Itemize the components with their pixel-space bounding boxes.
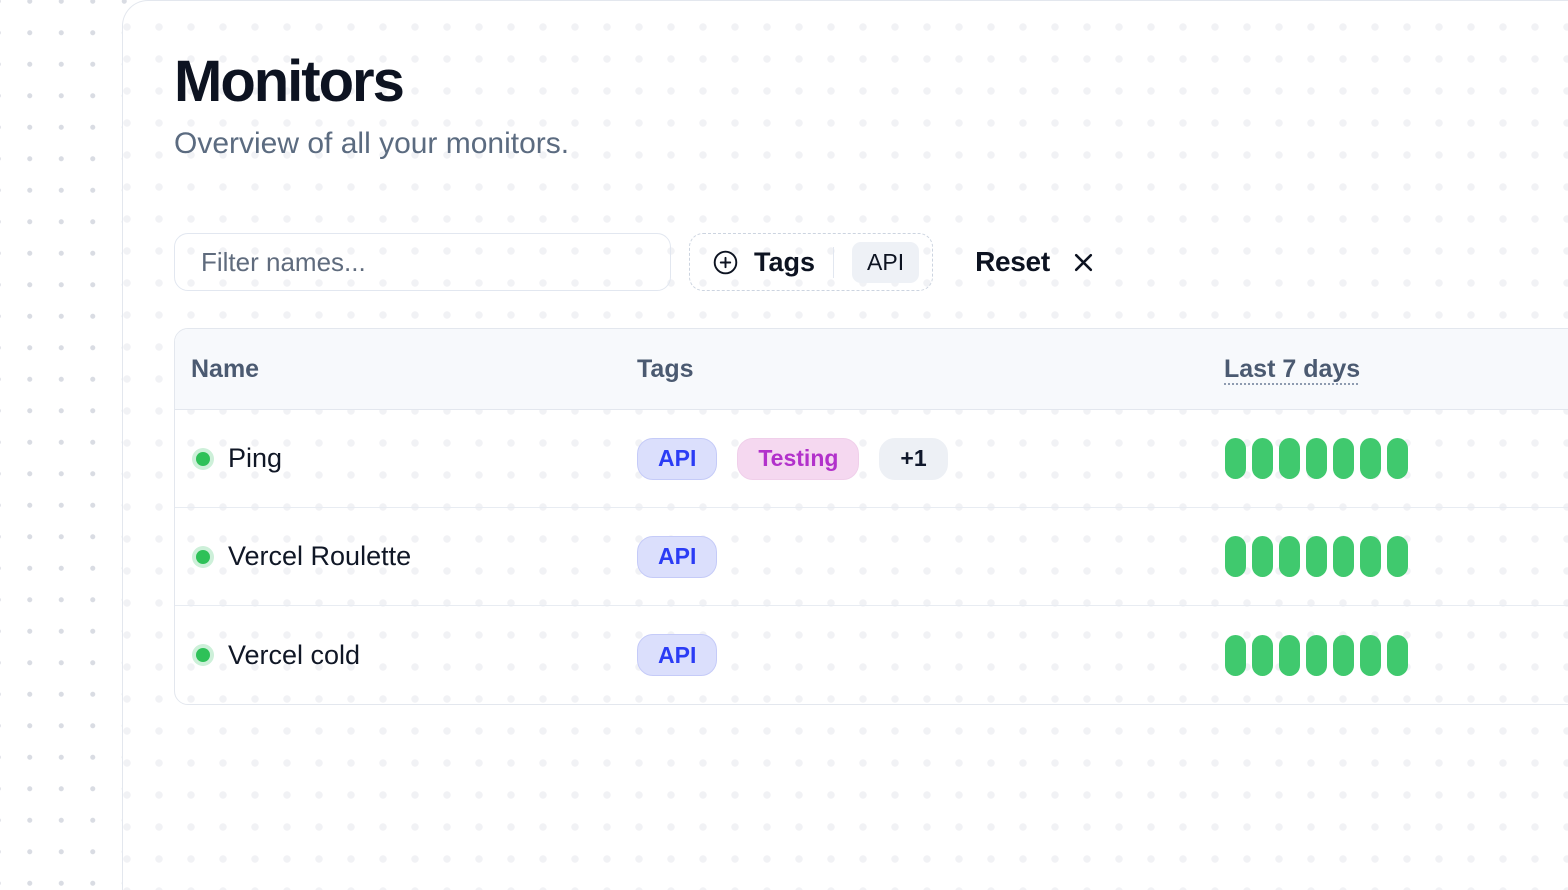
circle-plus-icon [712,249,739,276]
status-up-dot [196,648,210,662]
uptime-day-bar [1333,536,1354,577]
page-title: Monitors [174,49,405,114]
uptime-day-bar [1252,634,1273,676]
uptime-day-bar [1279,438,1300,479]
uptime-day-bar [1252,536,1273,577]
uptime-day-bar [1387,536,1408,577]
monitor-name: Vercel cold [228,639,361,670]
tags-button-divider [833,246,835,278]
monitors-table: Name Tags Last 7 days Ping API Testing +1 … [174,328,1568,705]
uptime-day-bar [1252,438,1273,479]
uptime-day-bar [1306,438,1327,479]
uptime-day-bar [1387,438,1408,479]
tag-chip-api: API [637,634,718,676]
filter-toolbar: Tags API Reset [174,233,1568,291]
uptime-day-bar [1225,438,1246,479]
monitor-tags-cell: API [621,634,1208,676]
monitor-name-cell: Ping [175,443,621,474]
tag-chip-api: API [637,535,718,578]
uptime-day-bar [1306,536,1327,577]
table-header-row: Name Tags Last 7 days [175,329,1568,410]
table-row-vercel-cold[interactable]: Vercel cold API [175,606,1568,704]
uptime-bars-cell [1208,438,1568,479]
tag-chip-api: API [637,437,718,480]
monitor-name-cell: Vercel Roulette [175,541,621,572]
status-up-dot [196,549,210,564]
monitor-tags-cell: API Testing +1 [621,437,1208,480]
uptime-day-bar [1333,438,1354,479]
column-header-name: Name [191,354,260,383]
tags-filter-button[interactable]: Tags API [689,233,934,291]
tag-chip-1: +1 [879,437,948,480]
reset-filters-button[interactable]: Reset [975,246,1097,278]
uptime-day-bar [1279,634,1300,676]
reset-label: Reset [975,246,1050,277]
uptime-day-bar [1360,634,1381,676]
column-header-last-7-days[interactable]: Last 7 days [1224,354,1361,383]
table-row-ping[interactable]: Ping API Testing +1 [175,410,1568,508]
uptime-day-bar [1225,536,1246,577]
tags-button-label: Tags [754,246,816,277]
monitor-tags-cell: API [621,535,1208,578]
uptime-day-bar [1360,536,1381,577]
uptime-day-bar [1306,634,1327,676]
main-panel: Monitors Overview of all your monitors. … [122,0,1568,890]
monitor-name: Ping [228,443,283,473]
uptime-day-bar [1360,438,1381,479]
selected-tag-chip: API [852,241,920,283]
page-subtitle: Overview of all your monitors. [174,127,570,160]
monitor-name: Vercel Roulette [228,541,412,571]
column-header-tags: Tags [637,354,694,383]
table-row-vercel-roulette[interactable]: Vercel Roulette API [175,508,1568,606]
filter-names-input[interactable] [174,233,671,291]
x-icon [1070,249,1097,276]
uptime-bars-cell [1208,536,1568,577]
uptime-day-bar [1225,634,1246,676]
tag-chip-testing: Testing [737,437,860,480]
uptime-day-bar [1279,536,1300,577]
uptime-bars-cell [1208,634,1568,676]
monitor-name-cell: Vercel cold [175,640,621,671]
uptime-day-bar [1333,634,1354,676]
status-up-dot [196,451,210,466]
uptime-day-bar [1387,634,1408,676]
